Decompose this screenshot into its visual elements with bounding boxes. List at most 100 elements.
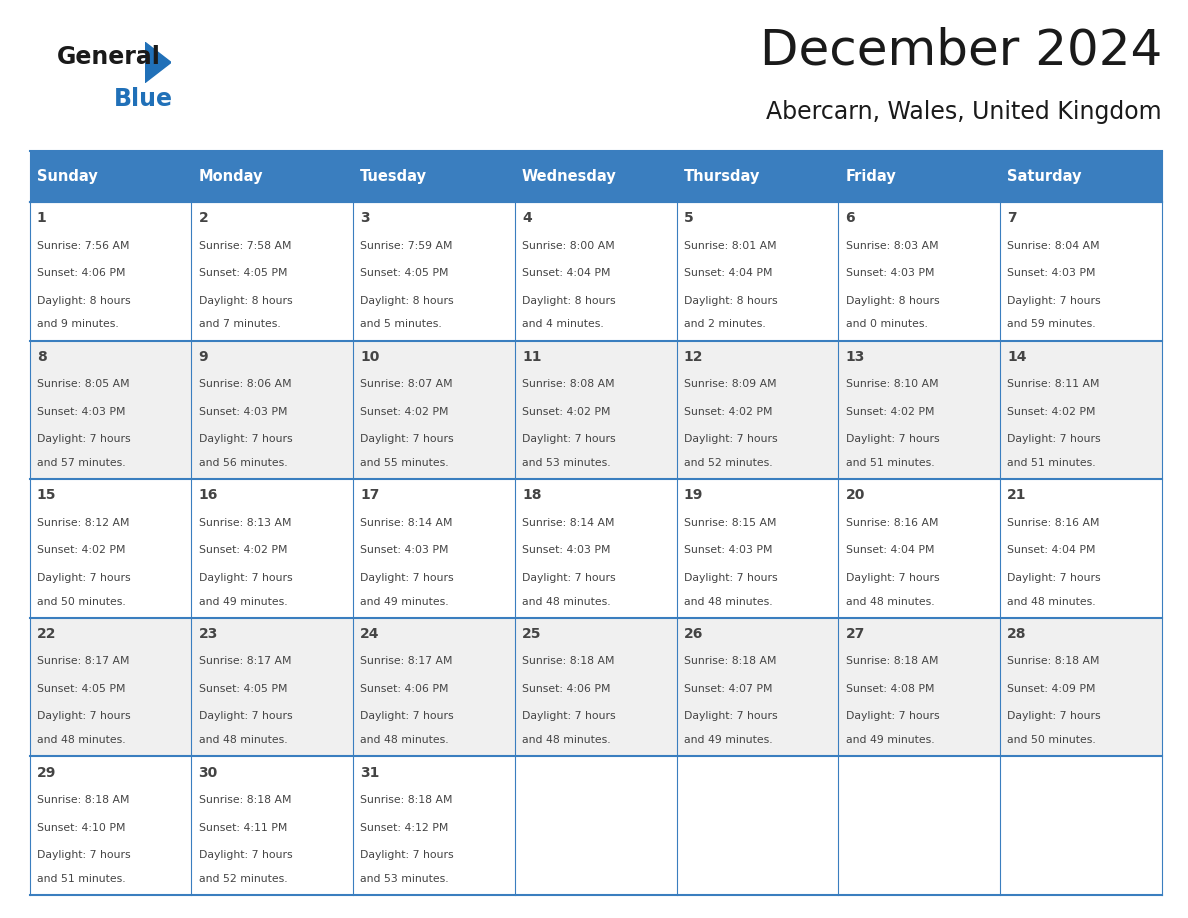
Text: Daylight: 7 hours: Daylight: 7 hours — [360, 711, 454, 722]
Text: and 48 minutes.: and 48 minutes. — [360, 735, 449, 745]
Text: Daylight: 8 hours: Daylight: 8 hours — [37, 296, 131, 306]
Text: 26: 26 — [684, 627, 703, 641]
Text: Sunrise: 8:07 AM: Sunrise: 8:07 AM — [360, 379, 453, 389]
Text: 15: 15 — [37, 488, 56, 502]
Text: Daylight: 8 hours: Daylight: 8 hours — [846, 296, 940, 306]
Text: Sunday: Sunday — [37, 169, 97, 185]
Text: and 49 minutes.: and 49 minutes. — [360, 597, 449, 607]
Text: and 48 minutes.: and 48 minutes. — [846, 597, 934, 607]
Text: Sunset: 4:03 PM: Sunset: 4:03 PM — [1007, 268, 1095, 278]
Text: and 4 minutes.: and 4 minutes. — [522, 319, 604, 330]
Text: 3: 3 — [360, 211, 369, 225]
Text: and 48 minutes.: and 48 minutes. — [684, 597, 772, 607]
Text: Daylight: 7 hours: Daylight: 7 hours — [684, 711, 777, 722]
Text: and 2 minutes.: and 2 minutes. — [684, 319, 765, 330]
Text: Sunrise: 8:18 AM: Sunrise: 8:18 AM — [1007, 656, 1100, 666]
Text: Thursday: Thursday — [684, 169, 760, 185]
Text: and 49 minutes.: and 49 minutes. — [684, 735, 772, 745]
Text: Daylight: 7 hours: Daylight: 7 hours — [1007, 711, 1101, 722]
Text: Sunrise: 8:01 AM: Sunrise: 8:01 AM — [684, 241, 777, 251]
Text: and 7 minutes.: and 7 minutes. — [198, 319, 280, 330]
Text: and 57 minutes.: and 57 minutes. — [37, 458, 126, 468]
Text: Sunset: 4:02 PM: Sunset: 4:02 PM — [198, 545, 287, 555]
Text: and 48 minutes.: and 48 minutes. — [522, 597, 611, 607]
Text: Sunrise: 8:00 AM: Sunrise: 8:00 AM — [522, 241, 615, 251]
Text: Sunset: 4:04 PM: Sunset: 4:04 PM — [522, 268, 611, 278]
Text: Sunset: 4:11 PM: Sunset: 4:11 PM — [198, 823, 287, 833]
Text: and 5 minutes.: and 5 minutes. — [360, 319, 442, 330]
Text: Daylight: 7 hours: Daylight: 7 hours — [198, 434, 292, 444]
Text: Sunset: 4:02 PM: Sunset: 4:02 PM — [846, 407, 934, 417]
Text: and 52 minutes.: and 52 minutes. — [684, 458, 772, 468]
Text: Daylight: 7 hours: Daylight: 7 hours — [846, 711, 940, 722]
Text: 13: 13 — [846, 350, 865, 364]
Text: Daylight: 7 hours: Daylight: 7 hours — [360, 850, 454, 860]
Text: Tuesday: Tuesday — [360, 169, 428, 185]
Text: Sunrise: 8:17 AM: Sunrise: 8:17 AM — [198, 656, 291, 666]
Text: 8: 8 — [37, 350, 46, 364]
Text: Sunset: 4:05 PM: Sunset: 4:05 PM — [198, 684, 287, 694]
Text: 28: 28 — [1007, 627, 1026, 641]
Text: Sunrise: 8:06 AM: Sunrise: 8:06 AM — [198, 379, 291, 389]
Text: 7: 7 — [1007, 211, 1017, 225]
Text: Sunset: 4:12 PM: Sunset: 4:12 PM — [360, 823, 449, 833]
Text: Daylight: 7 hours: Daylight: 7 hours — [37, 434, 131, 444]
Text: Daylight: 8 hours: Daylight: 8 hours — [684, 296, 777, 306]
Text: Sunset: 4:04 PM: Sunset: 4:04 PM — [1007, 545, 1095, 555]
Text: December 2024: December 2024 — [759, 27, 1162, 74]
Text: Sunrise: 8:17 AM: Sunrise: 8:17 AM — [360, 656, 453, 666]
Text: Sunset: 4:02 PM: Sunset: 4:02 PM — [1007, 407, 1095, 417]
Text: and 49 minutes.: and 49 minutes. — [846, 735, 934, 745]
Text: and 48 minutes.: and 48 minutes. — [198, 735, 287, 745]
Text: Daylight: 8 hours: Daylight: 8 hours — [522, 296, 615, 306]
Text: Sunset: 4:02 PM: Sunset: 4:02 PM — [37, 545, 125, 555]
Text: and 51 minutes.: and 51 minutes. — [37, 874, 126, 884]
Text: Daylight: 7 hours: Daylight: 7 hours — [522, 573, 615, 583]
Text: Sunrise: 8:18 AM: Sunrise: 8:18 AM — [846, 656, 939, 666]
Text: Sunset: 4:08 PM: Sunset: 4:08 PM — [846, 684, 934, 694]
Text: 18: 18 — [522, 488, 542, 502]
Text: and 53 minutes.: and 53 minutes. — [360, 874, 449, 884]
Text: Daylight: 7 hours: Daylight: 7 hours — [198, 850, 292, 860]
Text: Sunrise: 8:12 AM: Sunrise: 8:12 AM — [37, 518, 129, 528]
Text: Sunset: 4:02 PM: Sunset: 4:02 PM — [684, 407, 772, 417]
Text: and 51 minutes.: and 51 minutes. — [846, 458, 934, 468]
Text: Sunrise: 8:05 AM: Sunrise: 8:05 AM — [37, 379, 129, 389]
Text: and 0 minutes.: and 0 minutes. — [846, 319, 928, 330]
Text: 22: 22 — [37, 627, 56, 641]
Text: 25: 25 — [522, 627, 542, 641]
Text: and 50 minutes.: and 50 minutes. — [37, 597, 126, 607]
Text: Wednesday: Wednesday — [522, 169, 617, 185]
Text: Sunset: 4:03 PM: Sunset: 4:03 PM — [198, 407, 287, 417]
Text: 14: 14 — [1007, 350, 1026, 364]
Text: and 59 minutes.: and 59 minutes. — [1007, 319, 1095, 330]
Text: Sunrise: 7:58 AM: Sunrise: 7:58 AM — [198, 241, 291, 251]
Text: Daylight: 7 hours: Daylight: 7 hours — [522, 434, 615, 444]
Text: 21: 21 — [1007, 488, 1026, 502]
Text: Friday: Friday — [846, 169, 896, 185]
Text: Sunset: 4:07 PM: Sunset: 4:07 PM — [684, 684, 772, 694]
Text: 19: 19 — [684, 488, 703, 502]
Text: and 53 minutes.: and 53 minutes. — [522, 458, 611, 468]
Text: Sunrise: 8:14 AM: Sunrise: 8:14 AM — [522, 518, 614, 528]
Text: Sunrise: 8:14 AM: Sunrise: 8:14 AM — [360, 518, 453, 528]
Text: Sunrise: 8:17 AM: Sunrise: 8:17 AM — [37, 656, 129, 666]
Text: Sunset: 4:06 PM: Sunset: 4:06 PM — [37, 268, 125, 278]
Text: Daylight: 7 hours: Daylight: 7 hours — [1007, 296, 1101, 306]
Text: Sunrise: 8:11 AM: Sunrise: 8:11 AM — [1007, 379, 1100, 389]
Text: 11: 11 — [522, 350, 542, 364]
Text: Sunrise: 7:56 AM: Sunrise: 7:56 AM — [37, 241, 129, 251]
Text: and 48 minutes.: and 48 minutes. — [37, 735, 126, 745]
Text: 4: 4 — [522, 211, 532, 225]
Text: Sunset: 4:03 PM: Sunset: 4:03 PM — [37, 407, 125, 417]
Text: Sunrise: 8:09 AM: Sunrise: 8:09 AM — [684, 379, 777, 389]
Text: 27: 27 — [846, 627, 865, 641]
Text: 12: 12 — [684, 350, 703, 364]
Polygon shape — [145, 42, 171, 83]
Text: Sunset: 4:03 PM: Sunset: 4:03 PM — [846, 268, 934, 278]
Text: Sunset: 4:04 PM: Sunset: 4:04 PM — [846, 545, 934, 555]
Text: Daylight: 7 hours: Daylight: 7 hours — [684, 573, 777, 583]
Text: 5: 5 — [684, 211, 694, 225]
Text: Daylight: 7 hours: Daylight: 7 hours — [684, 434, 777, 444]
Text: Sunset: 4:03 PM: Sunset: 4:03 PM — [360, 545, 449, 555]
